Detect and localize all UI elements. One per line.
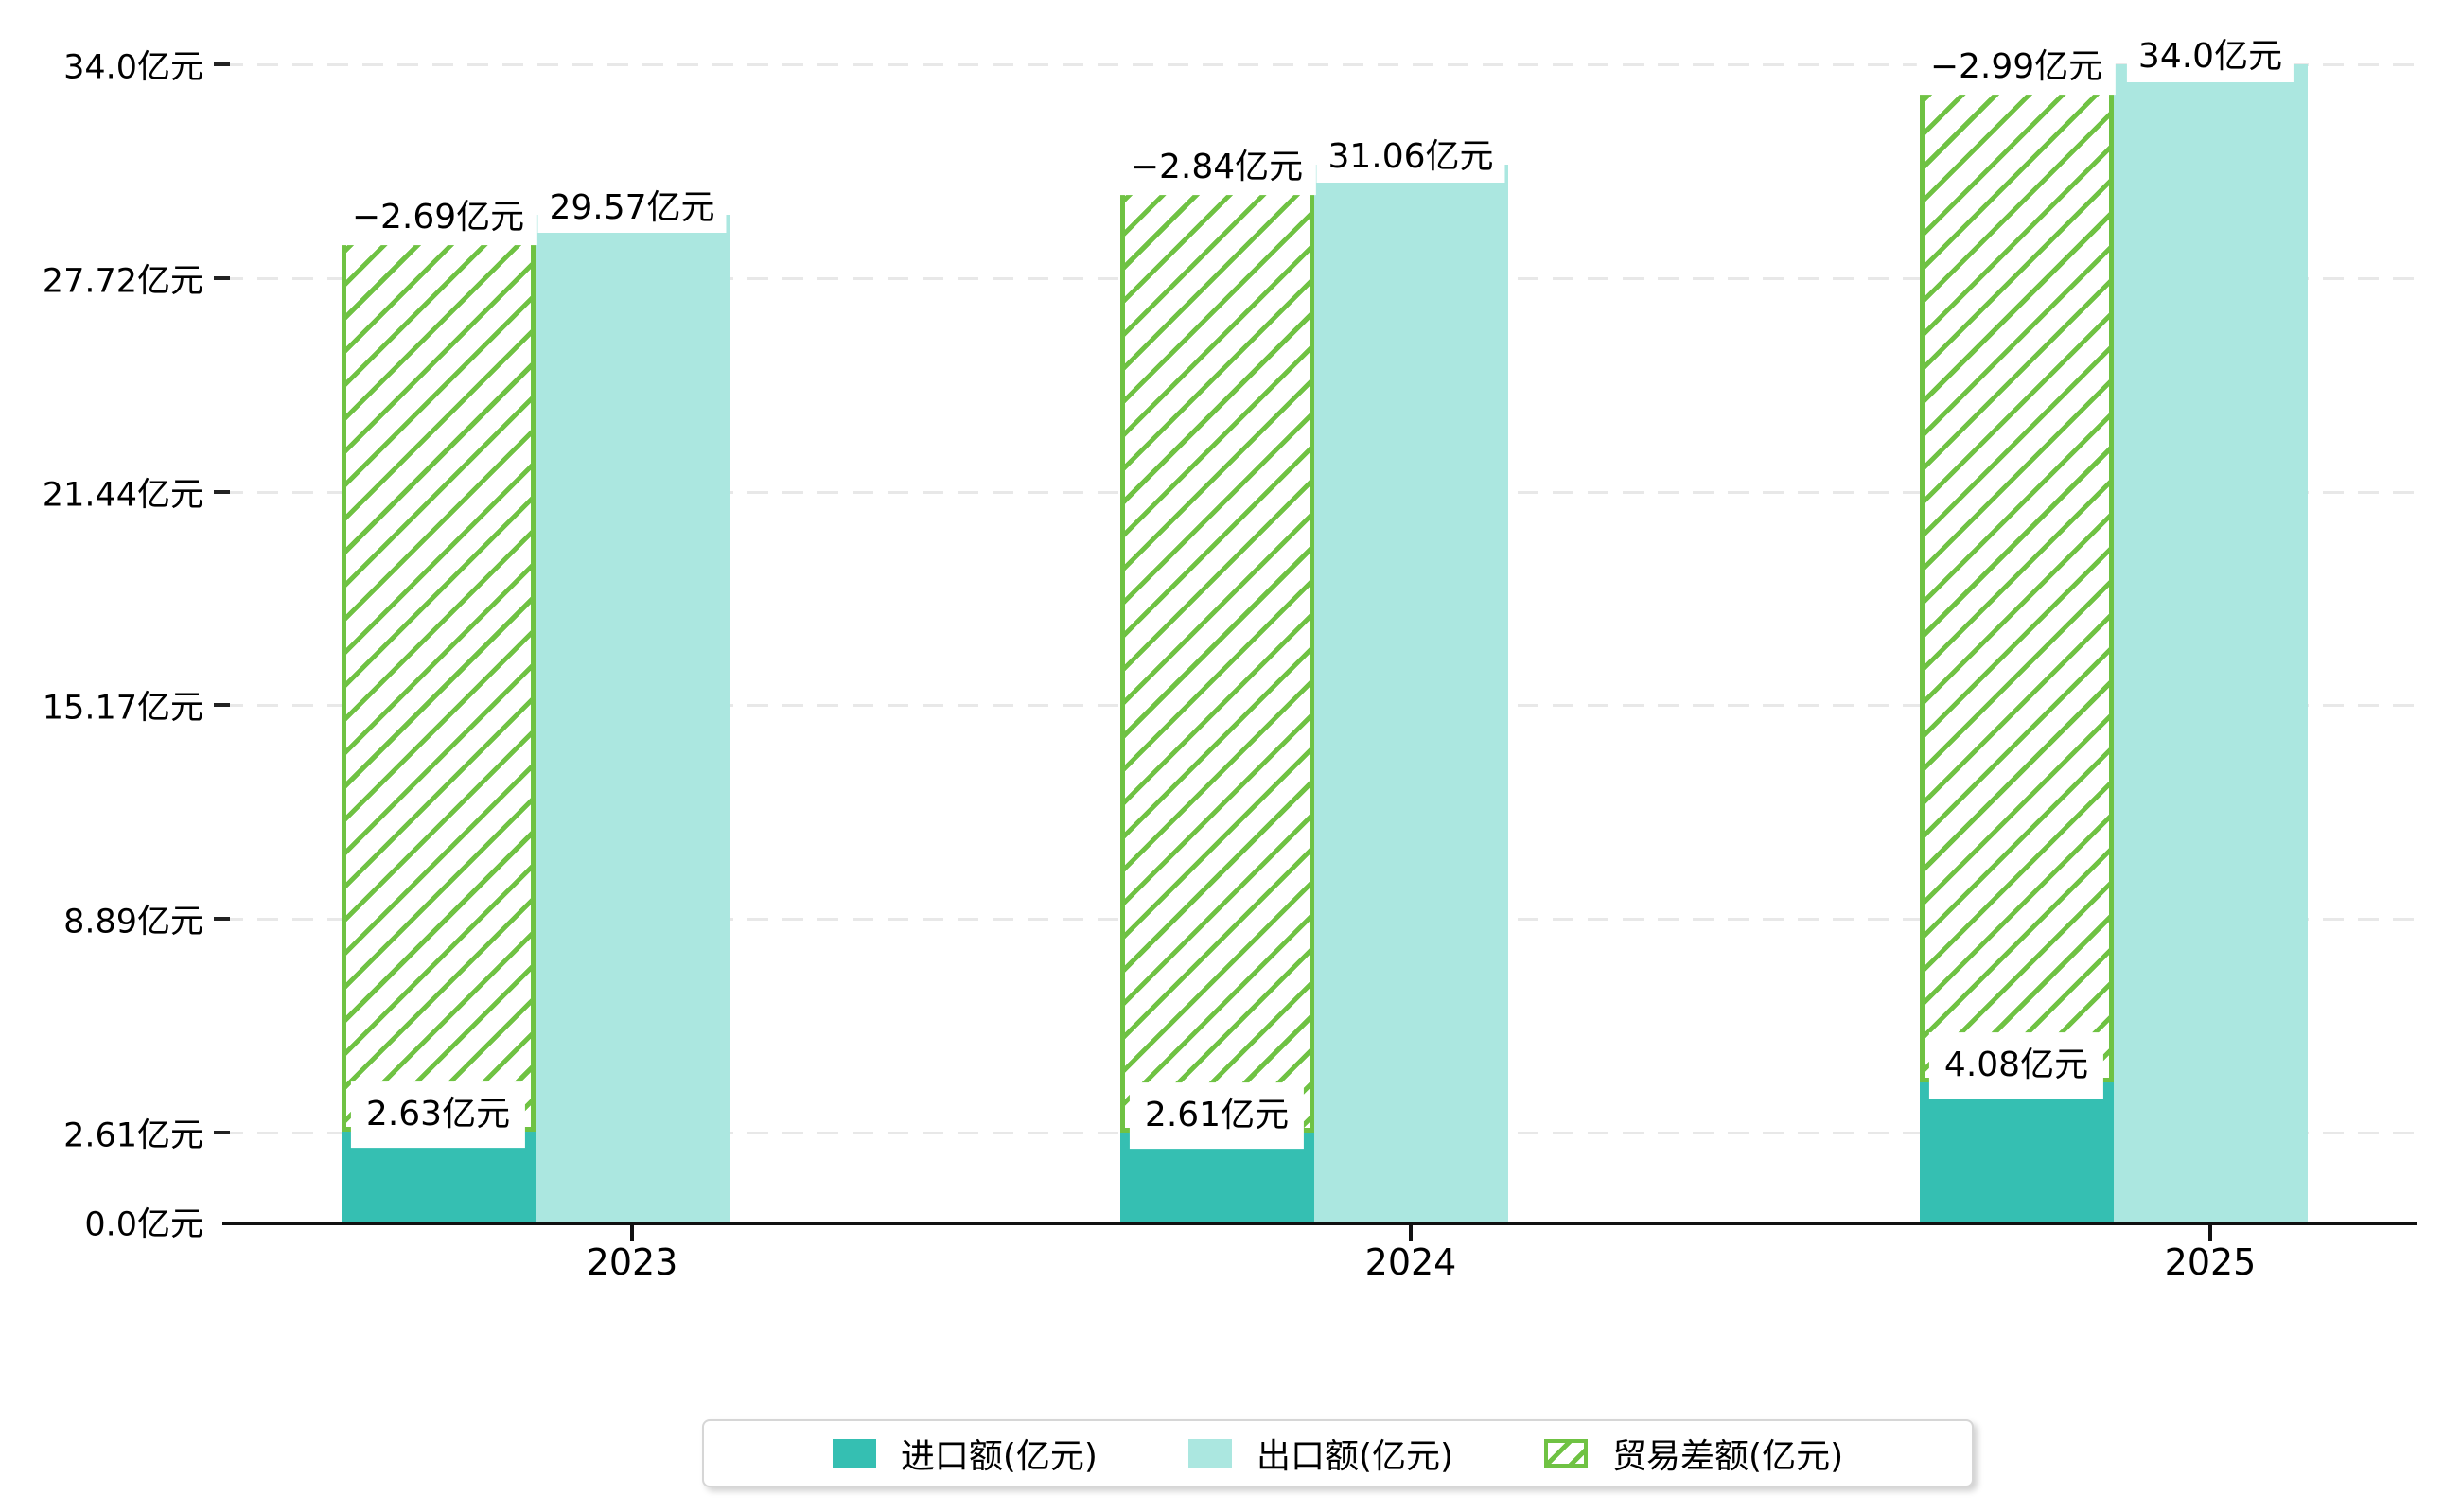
legend-label: 贸易差额(亿元) — [1612, 1437, 1844, 1476]
trade-balance-hatch-swatch-icon — [1544, 1439, 1589, 1468]
export-value-label: 29.57亿元 — [537, 182, 727, 234]
import-swatch-icon — [832, 1439, 876, 1468]
trade-balance-bar — [341, 215, 536, 1133]
export-swatch-icon — [1187, 1439, 1232, 1468]
legend-item-import: 进口额(亿元) — [832, 1429, 1098, 1478]
x-tick-mark — [2208, 1223, 2212, 1241]
legend-label: 进口额(亿元) — [900, 1437, 1098, 1476]
y-tick-label: 34.0亿元 — [63, 48, 203, 87]
legend-label: 出口额(亿元) — [1256, 1437, 1454, 1476]
y-tick-mark — [214, 489, 230, 494]
trade-balance-bar — [1119, 164, 1314, 1134]
y-tick-label: 27.72亿元 — [42, 262, 203, 301]
legend: 进口额(亿元) 出口额(亿元) 贸易差额(亿元) — [702, 1419, 1974, 1487]
import-value-label: 2.63亿元 — [350, 1081, 526, 1149]
y-tick-mark — [214, 275, 230, 280]
x-axis-line — [222, 1222, 2417, 1225]
export-value-label: 31.06亿元 — [1316, 131, 1505, 183]
import-bar — [1919, 1082, 2114, 1222]
export-value-label: 34.0亿元 — [2126, 31, 2294, 83]
legend-item-trade-balance: 贸易差额(亿元) — [1544, 1429, 1843, 1478]
export-bar — [1313, 164, 1508, 1222]
x-tick-mark — [630, 1223, 634, 1241]
export-bar — [2113, 64, 2308, 1222]
trade-balance-bar — [1919, 64, 2114, 1083]
y-tick-mark — [214, 703, 230, 708]
y-tick-label: 21.44亿元 — [42, 476, 203, 515]
import-value-label: 4.08亿元 — [1928, 1032, 2104, 1099]
x-tick-label: 2023 — [586, 1241, 678, 1283]
x-tick-label: 2025 — [2164, 1241, 2257, 1283]
y-grid-line — [222, 63, 2417, 67]
export-bar — [535, 215, 730, 1222]
y-tick-mark — [214, 62, 230, 67]
y-tick-mark — [214, 917, 230, 922]
legend-item-export: 出口额(亿元) — [1187, 1429, 1454, 1478]
import-value-label: 2.61亿元 — [1129, 1082, 1305, 1150]
y-tick-label: 0.0亿元 — [84, 1205, 203, 1244]
x-tick-label: 2024 — [1364, 1241, 1457, 1283]
balance-value-label: −2.84亿元 — [1116, 139, 1317, 195]
balance-value-label: −2.69亿元 — [338, 190, 538, 246]
y-tick-mark — [214, 1131, 230, 1135]
y-tick-label: 2.61亿元 — [63, 1116, 203, 1155]
y-tick-label: 8.89亿元 — [63, 903, 203, 941]
balance-value-label: −2.99亿元 — [1916, 40, 2117, 95]
x-tick-mark — [1409, 1223, 1413, 1241]
y-tick-label: 15.17亿元 — [42, 689, 203, 728]
